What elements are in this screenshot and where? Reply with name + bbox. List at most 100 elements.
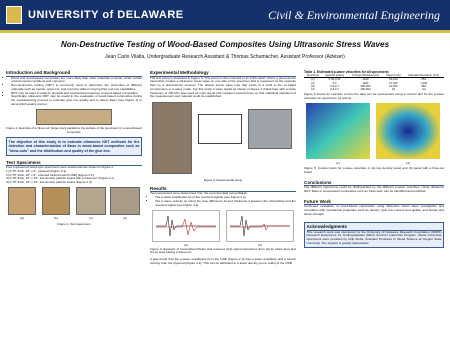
waveform-plot [226, 209, 294, 242]
text: Two parameters were determined from the … [150, 191, 248, 196]
title: Non-Destructive Testing of Wood-Based Co… [60, 40, 390, 49]
bullet: Specifically, ultrasonic NDT may be usef… [11, 95, 142, 107]
logo [6, 6, 22, 24]
heading: Test Specimens [6, 160, 142, 166]
figure: (a) (b) [150, 208, 296, 248]
row: (1) 0.45-0.52 1640 62,100 653 [304, 78, 444, 82]
contour-plot [376, 103, 440, 160]
photo [248, 109, 292, 150]
column-header: Standard Deviation (m/s) [403, 73, 444, 79]
cell: (3) [311, 83, 315, 88]
panel-label: (c) [89, 215, 93, 220]
bullet: NDT may be used to analyze physical and … [11, 91, 142, 96]
cell: 0.6-0.7 [330, 83, 339, 88]
figure: (c) (d) [304, 101, 444, 167]
bullet: The p-wave velocity cp using the time di… [155, 199, 296, 208]
bullet: The p-wave amplitudes Ap of the received… [155, 195, 296, 200]
column-header: Specific gravity [321, 73, 348, 79]
heading: Introduction and Background [6, 70, 142, 77]
cell: 1,320 [420, 80, 428, 85]
text: It was found that the p-wave amplitudes … [150, 257, 296, 266]
photo [76, 186, 106, 215]
photo [152, 102, 192, 175]
figure: (a) (b) (c) (d) [6, 185, 142, 223]
column-header: Young's Modulus (psi) [347, 73, 384, 79]
methodology: Experimental Methodology The test setup … [150, 70, 296, 266]
text: The test setup is illustrated in Figure … [150, 75, 296, 99]
photo [8, 186, 36, 215]
cell: 27,200 [389, 80, 398, 85]
item: 3) 0.75" thick, 16" x 16", low-density p… [6, 176, 115, 181]
heading: Results [150, 186, 296, 193]
cell: 984 [421, 83, 427, 88]
cell: 1640 [362, 77, 369, 82]
department: Civil & Environmental Engineering [268, 8, 440, 22]
panel-label: (a) [20, 215, 24, 220]
panel-label: (b) [258, 242, 262, 247]
university: UNIVERSITY of DELAWARE [28, 9, 184, 21]
photo [42, 186, 70, 215]
item: 1) 0.75" thick, 18" x 9", plywood (Figur… [6, 168, 67, 173]
contour-plot [306, 103, 370, 160]
text: The different specimens could be disting… [304, 185, 444, 193]
cell: 0.6 [332, 80, 337, 85]
bullet: Wood and wood-based composites are more … [11, 76, 142, 85]
heading: Acknowledgments [306, 224, 442, 231]
heading: Future Work [304, 199, 444, 206]
row: (2) 0.6 1180 27,200 1,320 [304, 80, 444, 85]
panel-label: (d) [406, 161, 410, 166]
waveform-plot [152, 209, 220, 242]
panel-label: (c) [336, 161, 340, 166]
acknowledgments: Acknowledgments This research work was s… [304, 221, 444, 249]
panel-label: (a) [184, 242, 188, 247]
bullet: Non-destructive testing (NDT) is commonl… [11, 83, 142, 92]
cell: 400-900 [360, 87, 371, 92]
figure [150, 99, 296, 179]
panel-label: (d) [123, 215, 127, 220]
list: 1) 0.75" thick, 18" x 9", plywood (Figur… [6, 168, 142, 185]
row: (4) 0.6-0.7 400-900 40 n/a [304, 87, 444, 92]
table: Specimen Specific gravity Young's Modulus … [304, 73, 444, 92]
cell: 40 [391, 87, 396, 92]
panel-label: (b) [54, 215, 58, 220]
cell: 653 [421, 77, 427, 82]
cell: (4) [311, 87, 315, 92]
cell: 62,100 [389, 77, 398, 82]
header-bar: UNIVERSITY of DELAWARE Civil & Environme… [0, 0, 450, 30]
setup-diagram [198, 114, 242, 145]
heading: Conclusions [304, 180, 444, 187]
caption: Figure 5. Contour plots for p-wave veloc… [304, 166, 444, 174]
text: Four engineered wood-type specimens were… [6, 165, 114, 169]
cell: n/a [421, 87, 426, 92]
column-header: Mean (m/s) [383, 73, 404, 79]
item: 4) 0.75" thick, 16" x 16", low-density p… [6, 180, 92, 185]
header-row: Specimen Specific gravity Young's Modulus … [304, 73, 444, 79]
cell: 0.6-0.7 [330, 87, 339, 92]
cell: 0.45-0.52 [328, 77, 341, 82]
cell: (2) [311, 80, 315, 85]
heading: Experimental Methodology [150, 70, 296, 77]
cell: 400-900 [360, 83, 371, 88]
text: Continued evaluation of wood-based compo… [304, 204, 444, 216]
objective: The objective of this study is to evalua… [6, 137, 142, 156]
right-column: Table 1. Estimated p-wave velocities for… [304, 70, 444, 249]
bullets: Wood and wood-based composites are more … [6, 76, 142, 107]
figure [6, 107, 142, 127]
caption: Figure 2. Test specimens [57, 221, 91, 226]
text: This research work was sponsored by the … [306, 229, 442, 246]
blowout-photo [36, 108, 112, 125]
item: 2) 0.75" thick, 18" x 9", oriented stran… [6, 172, 94, 177]
text: Figure 5 shows an example of how the dat… [304, 92, 444, 101]
bullets: The p-wave amplitudes Ap of the received… [150, 195, 296, 208]
caption: Figure 3. Experimental setup [203, 178, 243, 183]
authors: Jean Carlo Vilalta, Undergraduate Resear… [105, 54, 345, 60]
caption: Figure 4. Example of transmitted (black)… [150, 246, 296, 255]
intro: Introduction and Background Wood and woo… [6, 70, 142, 227]
cell: (1) [311, 77, 315, 82]
caption: Figure 1. Example of a 'blow-out' (large… [6, 125, 142, 134]
header-stripe [0, 30, 450, 33]
column-header: Specimen [304, 73, 322, 79]
cell: 1180 [362, 80, 369, 85]
row: (3) 0.6-0.7 400-900 20,050 984 [304, 83, 444, 88]
